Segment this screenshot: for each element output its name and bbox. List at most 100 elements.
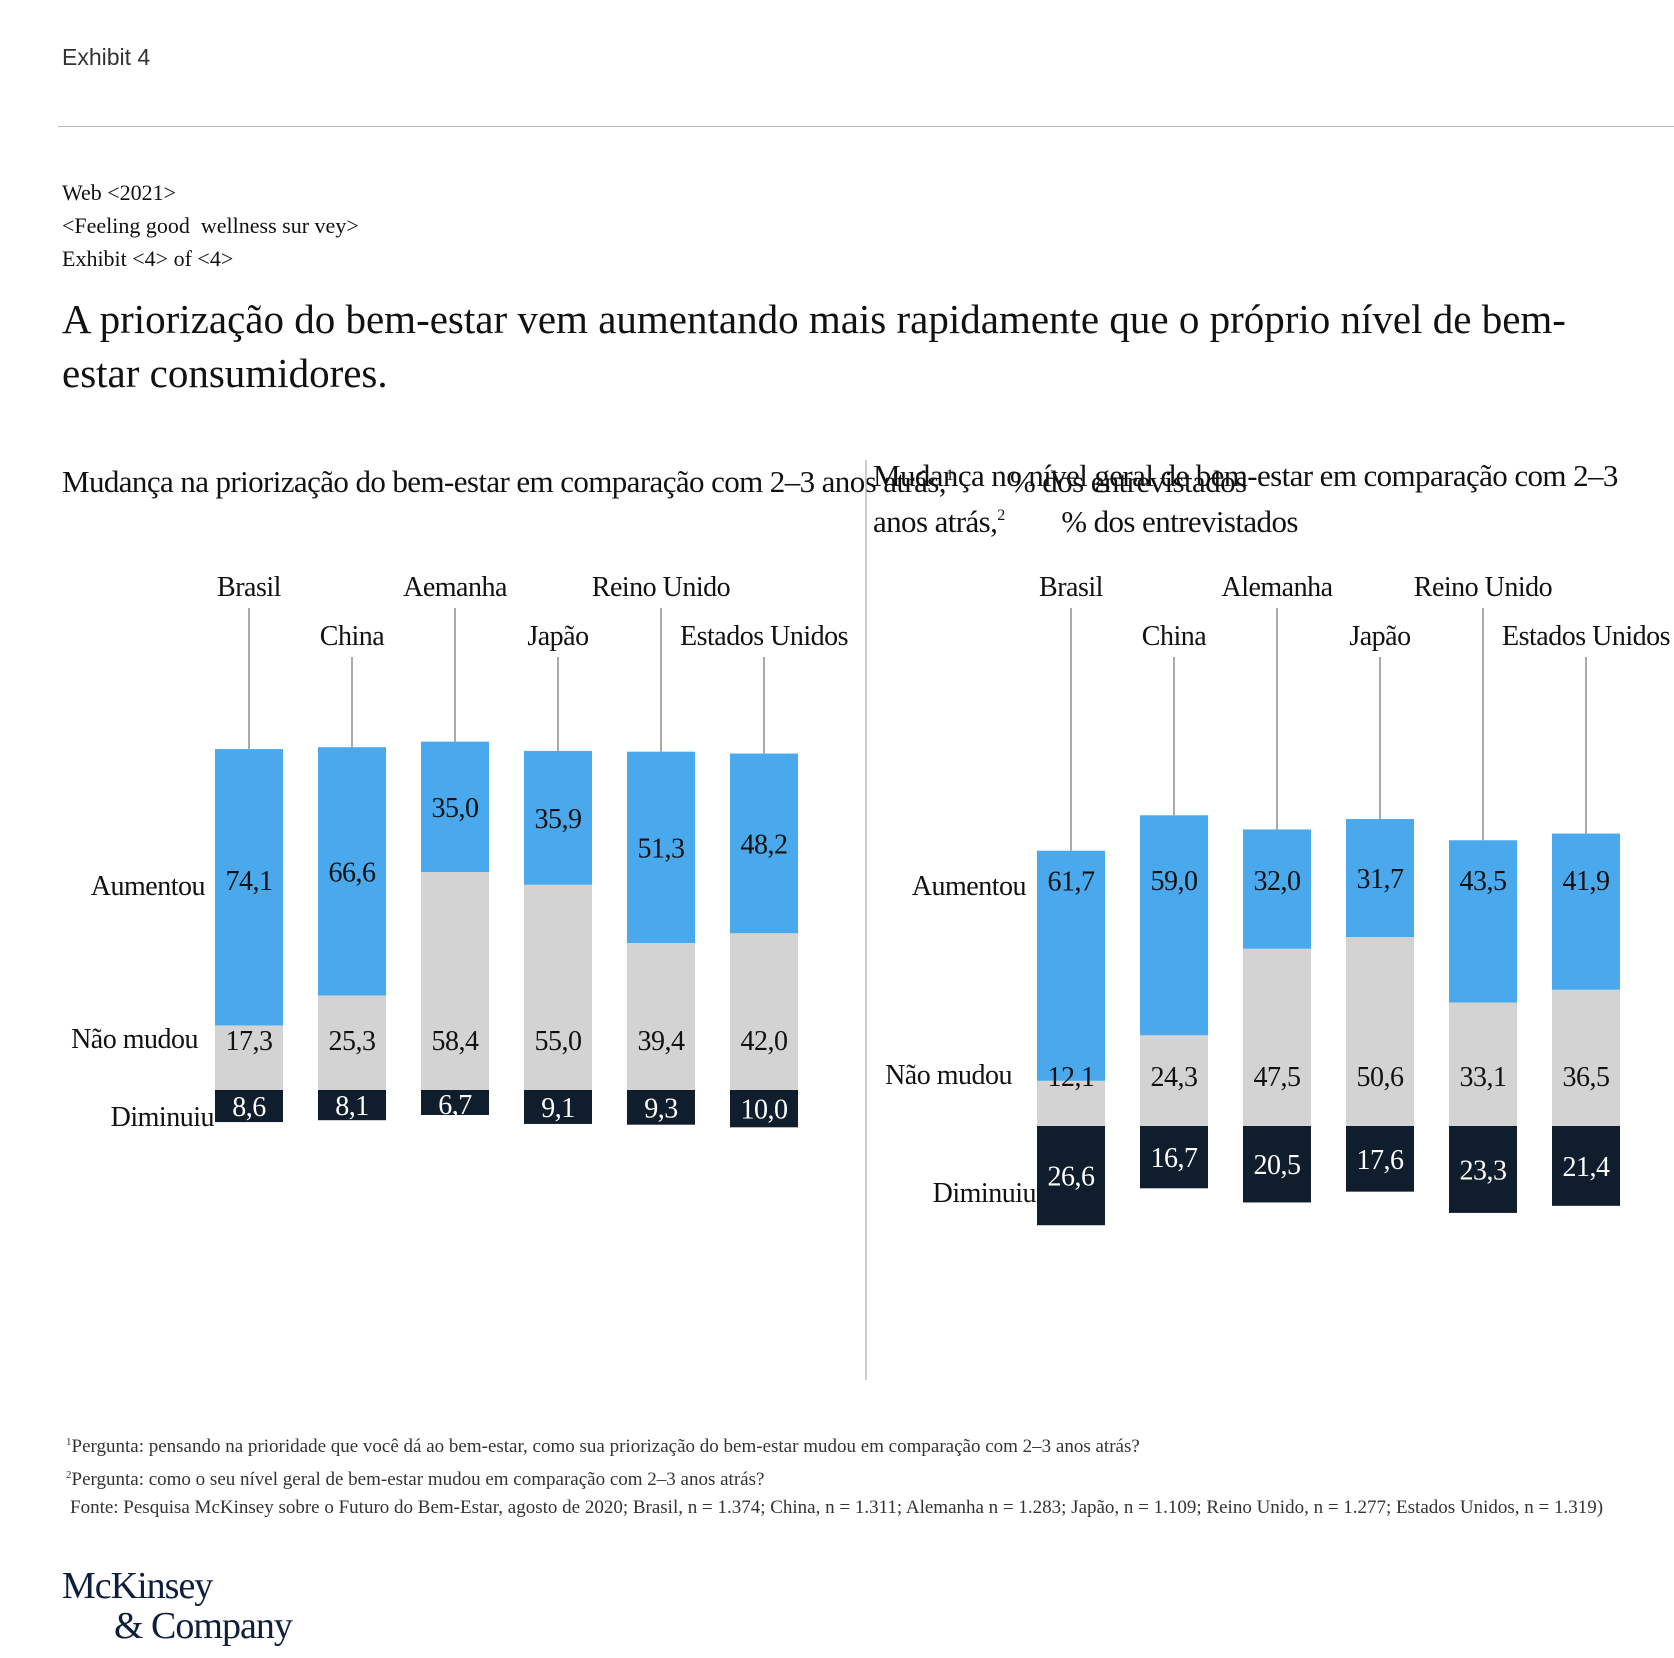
- footnote-1: 1Pergunta: pensando na prioridade que vo…: [66, 1428, 1666, 1461]
- left-bar-diminuiu-0: [215, 1090, 283, 1123]
- left-category-label-3: Japão: [527, 621, 588, 652]
- footnote-1-text: Pergunta: pensando na prioridade que voc…: [71, 1436, 1140, 1457]
- left-bar-aumentou-3: [524, 750, 592, 885]
- left-bar-aumentou-4: [627, 751, 695, 944]
- left-value-nao-mudou-4: 39,4: [638, 1026, 686, 1057]
- page-title: A priorização do bem-estar vem aumentand…: [62, 296, 1566, 396]
- left-chart-unit: % dos entrevistados: [1009, 464, 1247, 499]
- right-chart-unit: % dos entrevistados: [1061, 504, 1298, 539]
- left-value-nao-mudou-3: 55,0: [535, 1026, 582, 1057]
- meta-block: Web <2021> <Feeling good wellness sur ve…: [62, 176, 359, 275]
- left-value-nao-mudou-1: 25,3: [329, 1026, 376, 1057]
- right-value-diminuiu-3: 17,6: [1357, 1145, 1405, 1176]
- left-category-label-0: Brasil: [217, 572, 282, 603]
- left-category-label-5: Estados Unidos: [680, 621, 848, 652]
- right-bar-aumentou-0: [1037, 850, 1105, 1081]
- left-category-label-2: Aemanha: [403, 572, 508, 603]
- right-category-label-5: Estados Unidos: [1502, 621, 1670, 652]
- left-bar-aumentou-2: [421, 741, 489, 873]
- left-value-diminuiu-4: 9,3: [644, 1093, 678, 1124]
- left-bar-aumentou-0: [215, 749, 283, 1026]
- right-category-label-3: Japão: [1349, 621, 1410, 652]
- left-chart-title-text: Mudança na priorização do bem-estar em c…: [62, 464, 947, 499]
- left-value-aumentou-0: 74,1: [226, 866, 273, 897]
- meta-line-web: Web <2021>: [62, 180, 177, 205]
- right-bar-aumentou-1: [1140, 815, 1208, 1036]
- left-bar-nao-mudou-5: [730, 933, 798, 1090]
- right-bar-nao-mudou-2: [1243, 948, 1311, 1126]
- left-bar-nao-mudou-3: [524, 884, 592, 1090]
- right-value-aumentou-2: 32,0: [1254, 866, 1301, 897]
- right-bar-nao-mudou-1: [1140, 1035, 1208, 1126]
- right-value-diminuiu-2: 20,5: [1254, 1150, 1301, 1181]
- right-category-label-0: Brasil: [1039, 572, 1104, 603]
- left-value-diminuiu-2: 6,7: [438, 1090, 472, 1121]
- footnotes: 1Pergunta: pensando na prioridade que vo…: [66, 1428, 1666, 1522]
- left-value-nao-mudou-2: 58,4: [432, 1026, 480, 1057]
- right-bar-nao-mudou-4: [1449, 1002, 1517, 1126]
- right-value-aumentou-3: 31,7: [1357, 864, 1405, 895]
- left-value-diminuiu-3: 9,1: [541, 1093, 575, 1124]
- right-bar-nao-mudou-3: [1346, 937, 1414, 1126]
- right-value-diminuiu-0: 26,6: [1048, 1162, 1096, 1193]
- right-bar-aumentou-3: [1346, 819, 1414, 938]
- right-bar-aumentou-2: [1243, 829, 1311, 949]
- left-category-label-4: Reino Unido: [592, 572, 730, 603]
- right-value-diminuiu-5: 21,4: [1563, 1152, 1611, 1183]
- left-value-diminuiu-0: 8,6: [232, 1092, 266, 1123]
- top-divider: [58, 126, 1674, 127]
- logo-line-1: McKinsey: [62, 1565, 213, 1607]
- right-bar-nao-mudou-5: [1552, 989, 1620, 1126]
- right-value-aumentou-4: 43,5: [1460, 866, 1507, 897]
- left-value-aumentou-5: 48,2: [741, 829, 788, 860]
- right-value-aumentou-0: 61,7: [1048, 867, 1096, 898]
- left-value-diminuiu-5: 10,0: [741, 1095, 788, 1126]
- left-bar-nao-mudou-4: [627, 943, 695, 1090]
- left-value-diminuiu-1: 8,1: [335, 1091, 369, 1122]
- left-bar-nao-mudou-1: [318, 995, 386, 1090]
- charts-canvas: Brasil 74,1 17,3 8,6 China 66,6 25,3 8,1 Aemanha…: [71, 460, 1671, 1380]
- right-value-nao-mudou-1: 24,3: [1151, 1062, 1198, 1093]
- left-bar-aumentou-1: [318, 747, 386, 996]
- exhibit-label: Exhibit 4: [62, 44, 151, 70]
- footnote-2: 2Pergunta: como o seu nível geral de bem…: [66, 1461, 1666, 1494]
- right-chart-title-text: Mudança no nível geral de bem-estar em c…: [873, 458, 1618, 539]
- left-chart-footnote-marker: 1: [945, 467, 954, 484]
- right-bar-aumentou-4: [1449, 840, 1517, 1003]
- right-value-nao-mudou-4: 33,1: [1460, 1062, 1507, 1093]
- right-bar-diminuiu-2: [1243, 1126, 1311, 1203]
- right-bar-diminuiu-3: [1346, 1126, 1414, 1192]
- left-value-nao-mudou-0: 17,3: [226, 1026, 273, 1057]
- right-category-label-1: China: [1142, 621, 1207, 652]
- mckinsey-logo: McKinsey & Company: [62, 1565, 293, 1647]
- left-bar-diminuiu-1: [318, 1090, 386, 1121]
- left-series-label-nao-mudou: Não mudou: [71, 1024, 198, 1055]
- left-series-label-diminuiu: Diminuiu: [111, 1102, 215, 1133]
- right-chart-title: Mudança no nível geral de bem-estar em c…: [873, 456, 1674, 542]
- right-bar-diminuiu-1: [1140, 1126, 1208, 1189]
- right-value-diminuiu-4: 23,3: [1460, 1155, 1507, 1186]
- logo-line-2: & Company: [114, 1605, 293, 1647]
- left-bar-nao-mudou-0: [215, 1025, 283, 1090]
- right-bar-diminuiu-4: [1449, 1126, 1517, 1213]
- footnote-source: Fonte: Pesquisa McKinsey sobre o Futuro …: [70, 1497, 1604, 1518]
- left-bar-nao-mudou-2: [421, 872, 489, 1090]
- right-bar-aumentou-5: [1552, 833, 1620, 990]
- left-series-label-aumentou: Aumentou: [91, 871, 206, 902]
- right-value-nao-mudou-3: 50,6: [1357, 1062, 1405, 1093]
- left-bar-diminuiu-4: [627, 1090, 695, 1125]
- right-category-label-4: Reino Unido: [1414, 572, 1552, 603]
- right-value-nao-mudou-2: 47,5: [1254, 1062, 1301, 1093]
- footnote-1-marker: 1: [66, 1436, 72, 1448]
- left-bar-diminuiu-3: [524, 1090, 592, 1124]
- left-bar-diminuiu-5: [730, 1090, 798, 1128]
- right-series-label-diminuiu: Diminuiu: [933, 1178, 1037, 1209]
- left-value-aumentou-2: 35,0: [432, 793, 479, 824]
- right-series-label-aumentou: Aumentou: [912, 871, 1027, 902]
- meta-line-survey: <Feeling good wellness sur vey>: [62, 213, 359, 238]
- left-value-nao-mudou-5: 42,0: [741, 1026, 788, 1057]
- right-category-label-2: Alemanha: [1221, 572, 1333, 603]
- left-chart-title: Mudança na priorização do bem-estar em c…: [62, 456, 1247, 502]
- left-bar-diminuiu-2: [421, 1090, 489, 1115]
- left-value-aumentou-3: 35,9: [535, 804, 582, 835]
